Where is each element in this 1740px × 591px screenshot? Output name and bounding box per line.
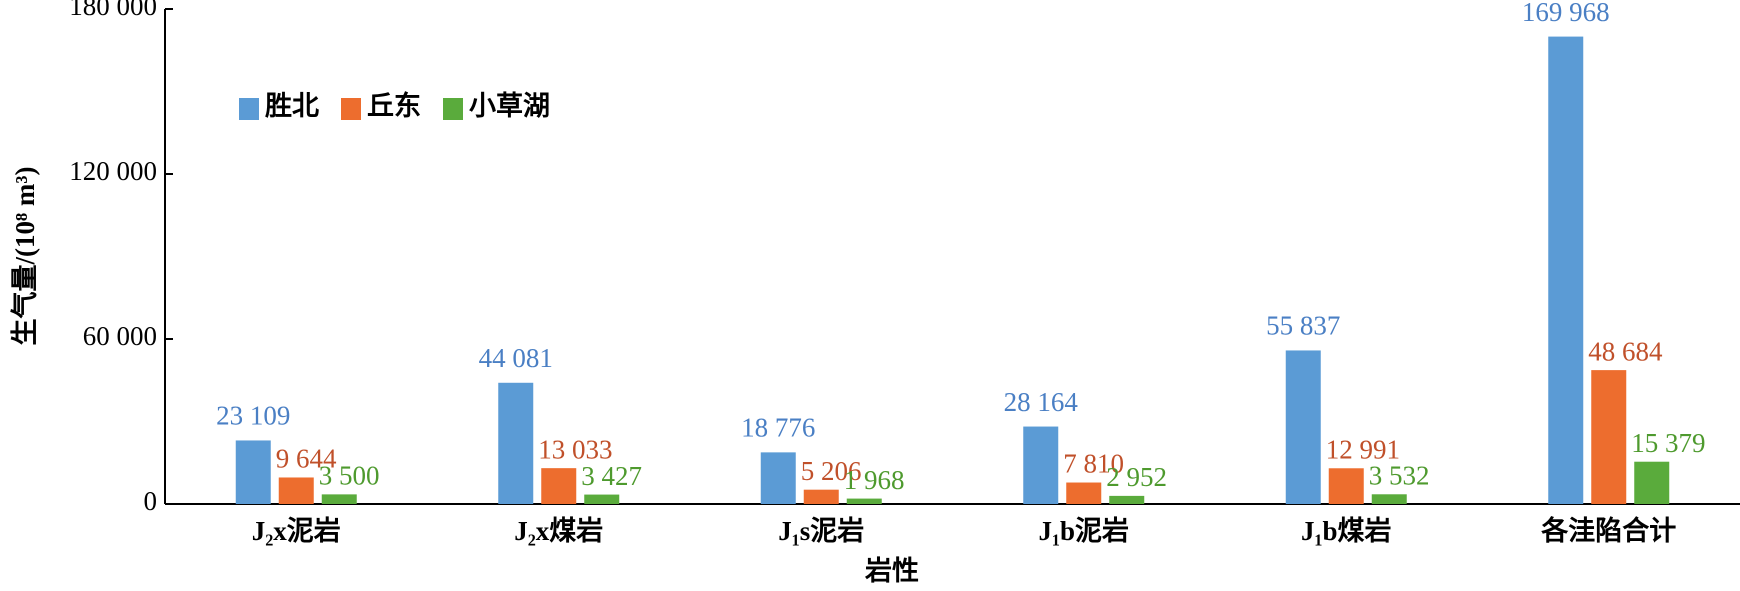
value-label: 9 644 [276, 444, 337, 474]
value-label: 23 109 [216, 401, 290, 431]
value-label: 28 164 [1004, 387, 1079, 417]
bar [1548, 36, 1584, 504]
bar [760, 452, 796, 504]
value-label: 13 033 [538, 434, 612, 464]
y-tick-label: 180 000 [69, 0, 157, 21]
value-label: 3 427 [581, 461, 642, 491]
bar [321, 494, 357, 504]
x-tick-label: J₁b泥岩 [1038, 516, 1129, 546]
legend-label: 胜北 [265, 91, 319, 121]
value-label: 3 532 [1369, 460, 1430, 490]
bar [541, 468, 577, 504]
legend-label: 丘东 [367, 90, 421, 121]
value-label: 44 081 [479, 343, 553, 373]
value-label: 2 952 [1106, 462, 1167, 492]
legend-swatch [443, 98, 463, 120]
y-tick-label: 0 [144, 486, 158, 516]
value-label: 55 837 [1266, 311, 1340, 341]
x-tick-label: J₁b煤岩 [1301, 516, 1392, 546]
bar [1066, 482, 1102, 504]
value-label: 5 206 [801, 456, 862, 486]
x-tick-label: J₂x煤岩 [514, 516, 603, 546]
legend-swatch [239, 98, 259, 120]
y-tick-label: 120 000 [69, 156, 157, 186]
y-tick-label: 60 000 [83, 321, 157, 351]
x-axis-title: 岩性 [864, 556, 919, 586]
value-label: 18 776 [741, 413, 815, 443]
bar [1023, 426, 1059, 504]
bar [1285, 350, 1321, 504]
bar [846, 498, 882, 504]
bar [1328, 468, 1364, 504]
value-label: 48 684 [1588, 336, 1663, 366]
value-label: 15 379 [1631, 428, 1705, 458]
x-tick-label: J₁s泥岩 [778, 516, 864, 546]
bar [803, 489, 839, 504]
value-label: 1 968 [844, 465, 905, 495]
value-label: 7 810 [1063, 449, 1124, 479]
bar [278, 477, 314, 504]
bar [584, 494, 620, 504]
y-axis-title: 生气量/(10⁸ m³) [10, 167, 40, 346]
bar [1591, 370, 1627, 504]
x-tick-label: 各洼陷合计 [1540, 515, 1676, 546]
value-label: 169 968 [1522, 0, 1610, 27]
legend-swatch [341, 98, 361, 120]
bar [498, 382, 534, 504]
bar [235, 440, 271, 504]
bar [1371, 494, 1407, 504]
x-tick-label: J₂x泥岩 [252, 516, 341, 546]
bar [1109, 495, 1145, 504]
value-label: 12 991 [1326, 434, 1400, 464]
legend-label: 小草湖 [469, 91, 550, 121]
value-label: 3 500 [319, 461, 380, 491]
bar [1634, 461, 1670, 504]
